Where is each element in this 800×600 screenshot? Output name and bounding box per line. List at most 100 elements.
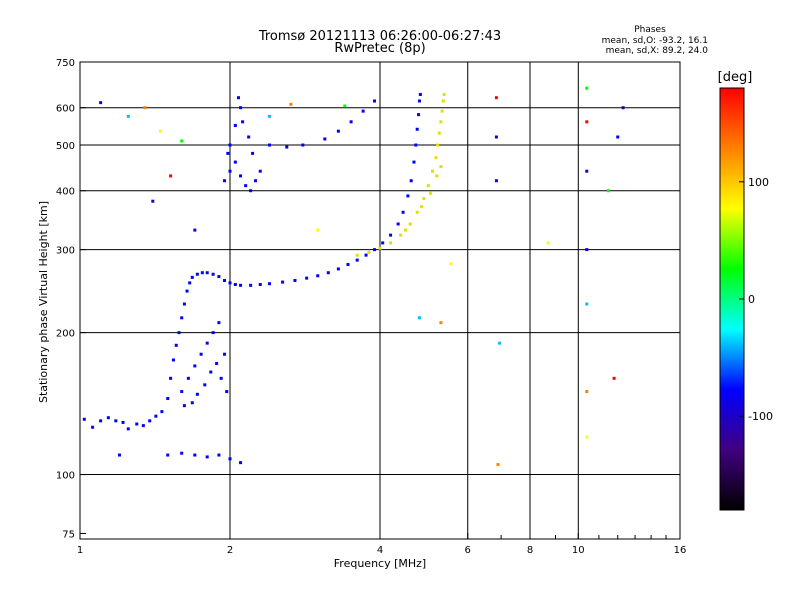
data-point <box>293 278 297 282</box>
data-point <box>408 222 412 226</box>
y-tick-label: 100 <box>56 471 75 482</box>
data-point <box>281 280 285 284</box>
data-point <box>585 390 589 394</box>
data-point <box>621 106 625 110</box>
data-point <box>233 124 237 128</box>
data-point <box>415 210 419 214</box>
data-point <box>607 189 611 193</box>
data-point <box>439 120 443 124</box>
data-point <box>219 376 223 380</box>
data-point <box>233 160 237 164</box>
data-point <box>195 392 199 396</box>
data-point <box>585 302 589 306</box>
data-point <box>148 419 152 423</box>
data-point <box>431 169 435 173</box>
data-point <box>305 276 309 280</box>
data-point <box>412 160 416 164</box>
data-point <box>193 364 197 368</box>
data-point <box>436 143 440 147</box>
data-point <box>217 453 221 457</box>
data-point <box>217 321 221 325</box>
data-point <box>364 253 368 257</box>
data-point <box>378 246 382 250</box>
data-point <box>494 135 498 139</box>
data-point <box>267 282 271 286</box>
data-point <box>316 274 320 278</box>
data-point <box>228 169 232 173</box>
data-point <box>389 233 393 237</box>
data-point <box>199 352 203 356</box>
data-point <box>417 113 421 117</box>
data-point <box>616 135 620 139</box>
data-point <box>166 453 170 457</box>
data-point <box>177 331 181 335</box>
data-point <box>381 241 385 245</box>
data-point <box>169 174 173 178</box>
colorbar-label: [deg] <box>718 70 753 85</box>
data-point <box>301 143 305 147</box>
data-point <box>442 92 446 96</box>
data-point <box>241 120 245 124</box>
data-point <box>585 120 589 124</box>
data-point <box>205 271 209 275</box>
x-axis-label: Frequency [MHz] <box>334 557 426 570</box>
data-point <box>403 228 407 232</box>
data-point <box>223 352 227 356</box>
data-point <box>211 331 215 335</box>
data-point <box>355 253 359 257</box>
data-point <box>126 427 130 431</box>
x-tick-label: 16 <box>674 545 687 556</box>
data-point <box>154 414 158 418</box>
data-point <box>117 453 121 457</box>
data-point <box>585 169 589 173</box>
data-point <box>585 248 589 252</box>
data-point <box>174 343 178 347</box>
data-point <box>200 271 204 275</box>
data-point <box>546 241 550 245</box>
data-point <box>239 106 243 110</box>
data-point <box>247 135 251 139</box>
colorbar-tick-label: 100 <box>748 176 769 189</box>
x-tick-label: 1 <box>77 545 83 556</box>
data-point <box>193 453 197 457</box>
data-point <box>401 210 405 214</box>
data-point <box>389 241 393 245</box>
data-point <box>367 250 371 254</box>
data-point <box>361 109 365 113</box>
y-tick-label: 200 <box>56 329 75 340</box>
data-point <box>180 316 184 320</box>
data-point <box>99 419 103 423</box>
data-point <box>267 114 271 118</box>
data-point <box>585 86 589 90</box>
x-tick-label: 8 <box>527 545 533 556</box>
data-point <box>417 99 421 103</box>
data-point <box>166 396 170 400</box>
data-point <box>186 376 190 380</box>
data-point <box>396 222 400 226</box>
data-point <box>91 425 95 429</box>
data-point <box>253 179 257 183</box>
data-point <box>258 283 262 287</box>
data-point <box>439 165 443 169</box>
data-point <box>82 417 86 421</box>
data-point <box>143 106 147 110</box>
data-point <box>121 420 125 424</box>
x-tick-label: 6 <box>465 545 471 556</box>
data-point <box>249 189 253 193</box>
data-point <box>346 262 350 266</box>
data-point <box>228 281 232 285</box>
data-point <box>267 143 271 147</box>
data-point <box>223 179 227 183</box>
data-point <box>496 463 500 467</box>
data-point <box>316 228 320 232</box>
x-tick-label: 2 <box>227 545 233 556</box>
data-point <box>336 129 340 133</box>
data-point <box>193 228 197 232</box>
data-point <box>233 283 237 287</box>
data-point <box>434 156 438 160</box>
data-point <box>209 370 213 374</box>
data-point <box>406 194 410 198</box>
stats-heading: Phases <box>634 25 666 35</box>
data-point <box>203 383 207 387</box>
chart-title: Tromsø 20121113 06:26:00-06:27:43 <box>258 29 501 44</box>
